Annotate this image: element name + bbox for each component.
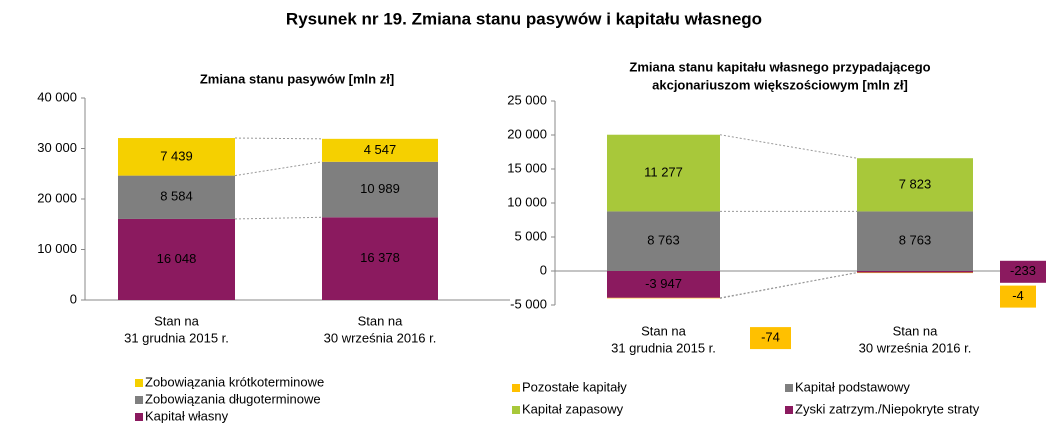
bar-segment [857,158,973,212]
figure-title: Rysunek nr 19. Zmiana stanu pasywów i ka… [286,9,762,28]
chart-title: akcjonariuszom większościowym [mln zł] [652,77,908,92]
legend-label: Zobowiązania krótkoterminowe [145,374,324,389]
value-label: 10 989 [360,181,400,196]
value-label-box [750,327,791,350]
y-tick-label: 10 000 [507,194,547,209]
bar-segment [118,138,235,176]
chart-title: Zmiana stanu pasywów [mln zł] [200,71,394,86]
value-label: 16 378 [360,250,400,265]
bar-segment [607,297,720,299]
legend-label: Zobowiązania długoterminowe [145,391,321,406]
bar-segment [118,175,235,219]
bar-segment [322,138,438,162]
legend-swatch [785,384,793,392]
bar-segment [118,218,235,300]
legend-label: Zyski zatrzym./Niepokryte straty [795,401,980,416]
value-label: -233 [1010,263,1036,278]
connector [234,137,323,140]
legend-label: Kapitał podstawowy [795,379,910,394]
bar-segment [322,161,438,218]
chart-title: Zmiana stanu kapitału własnego przypadaj… [629,59,930,74]
value-label: 8 584 [160,189,193,204]
value-label-box [1000,260,1046,283]
value-label: 16 048 [157,251,197,266]
value-label: 7 439 [160,148,193,163]
bar-segment [607,134,720,212]
value-label: 7 823 [899,176,932,191]
y-tick-label: 0 [540,262,547,277]
y-tick-label: 0 [70,291,77,306]
legend-swatch [135,379,143,387]
y-tick-label: 5 000 [514,228,547,243]
connector [234,161,323,177]
value-label: -74 [761,330,780,345]
y-tick-label: 20 000 [37,190,77,205]
x-tick-label: 30 września 2016 r. [324,330,437,345]
value-label-box [1000,285,1036,308]
legend-swatch [135,413,143,421]
value-label: -4 [1012,288,1024,303]
value-label: 8 763 [647,233,680,248]
bar-segment [607,211,720,271]
y-tick-label: 25 000 [507,92,547,107]
legend-label: Kapitał zapasowy [522,401,624,416]
x-tick-label: 31 grudnia 2015 r. [611,340,716,355]
legend-label: Pozostałe kapitały [522,379,627,394]
legend-label: Kapitał własny [145,408,229,423]
x-tick-label: Stan na [154,313,200,328]
value-label: 4 547 [364,142,397,157]
x-tick-label: Stan na [358,313,404,328]
bar-segment [857,211,973,271]
y-tick-label: 10 000 [37,241,77,256]
value-label: 11 277 [644,165,683,180]
connector [719,134,858,159]
y-tick-label: 20 000 [507,126,547,141]
bar-segment [857,272,973,274]
x-tick-label: 31 grudnia 2015 r. [124,330,229,345]
bar-segment [607,271,720,298]
connector [719,272,858,299]
x-tick-label: Stan na [641,323,687,338]
legend-swatch [785,406,793,414]
y-tick-label: -5 000 [510,296,547,311]
legend-swatch [512,384,520,392]
x-tick-label: 30 września 2016 r. [859,340,972,355]
value-label: -3 947 [645,276,682,291]
y-tick-label: 30 000 [37,140,77,155]
x-tick-label: Stan na [893,323,939,338]
value-label: 8 763 [899,233,932,248]
legend-swatch [512,406,520,414]
legend-swatch [135,396,143,404]
y-tick-label: 15 000 [507,160,547,175]
bar-segment [322,217,438,300]
connector [234,216,323,220]
y-tick-label: 40 000 [37,89,77,104]
bar-segment [857,271,973,273]
